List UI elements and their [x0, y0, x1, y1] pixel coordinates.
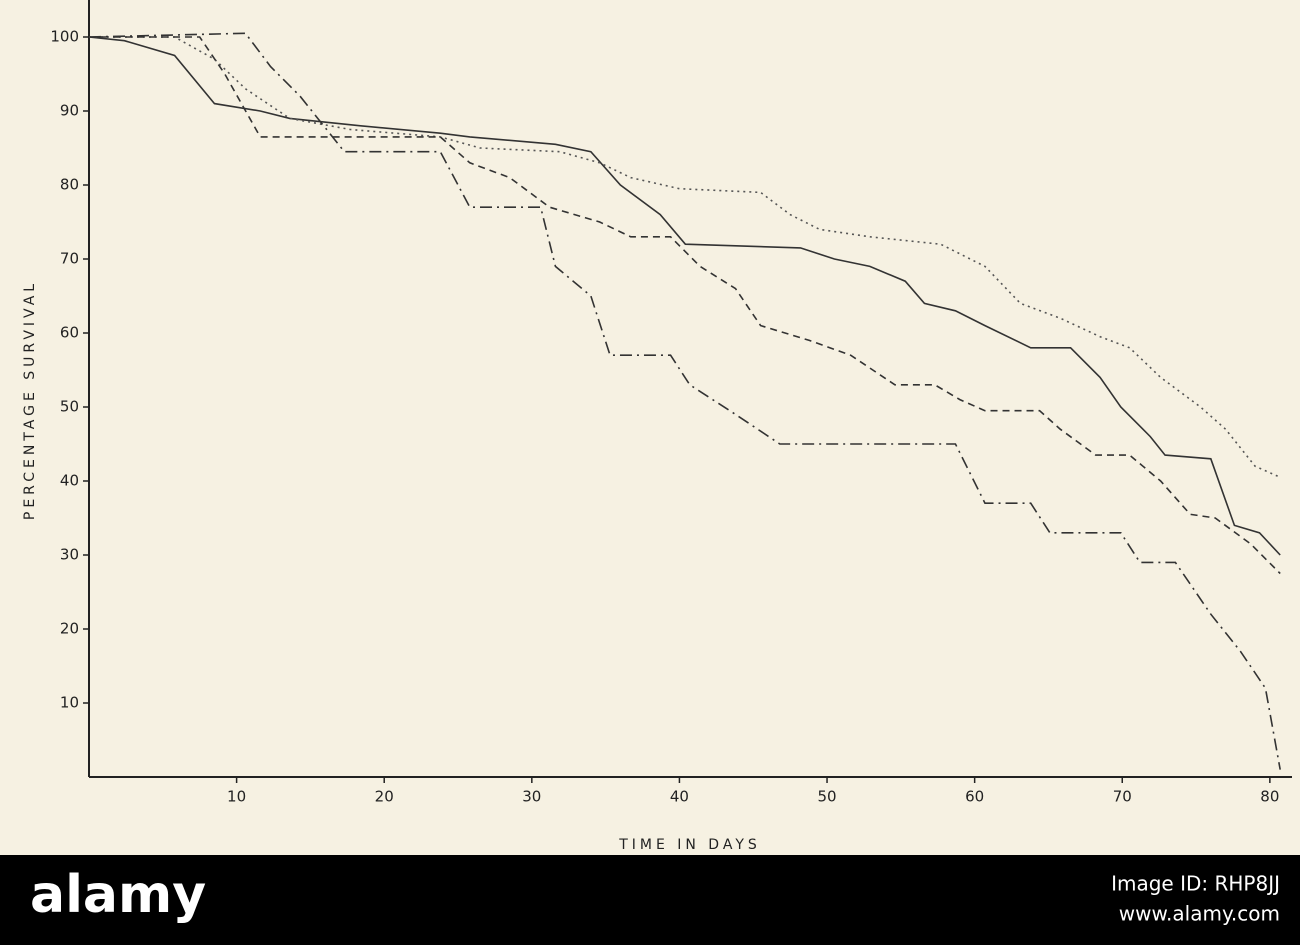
y-tick-label: 30: [60, 546, 79, 564]
x-axis-label: TIME IN DAYS: [618, 837, 761, 853]
x-tick-label: 20: [375, 788, 394, 806]
survival-line: [89, 36, 1281, 479]
survival-line: [89, 36, 1281, 575]
x-tick-label: 10: [227, 788, 246, 806]
footer-bar: [0, 855, 1300, 945]
y-tick-label: 60: [60, 324, 79, 342]
y-tick-label: 100: [50, 28, 79, 46]
y-tick-label: 70: [60, 250, 79, 268]
footer-logo: alamy: [30, 865, 206, 925]
x-tick-label: 80: [1260, 788, 1279, 806]
survival-line: [88, 32, 1281, 770]
y-axis-label: PERCENTAGE SURVIVAL: [22, 280, 38, 520]
y-tick-label: 80: [60, 176, 79, 194]
x-tick-label: 40: [670, 788, 689, 806]
survival-line: [88, 36, 1281, 556]
x-tick-label: 50: [817, 788, 836, 806]
x-tick-label: 60: [965, 788, 984, 806]
y-tick-label: 20: [60, 620, 79, 638]
x-tick-label: 70: [1113, 788, 1132, 806]
background: [0, 0, 1300, 855]
y-tick-label: 50: [60, 398, 79, 416]
footer-image-id: Image ID: RHP8JJ: [1111, 872, 1280, 896]
footer-url: www.alamy.com: [1119, 902, 1280, 926]
y-tick-label: 40: [60, 472, 79, 490]
y-tick-label: 10: [60, 694, 79, 712]
y-tick-label: 90: [60, 102, 79, 120]
x-tick-label: 30: [522, 788, 541, 806]
